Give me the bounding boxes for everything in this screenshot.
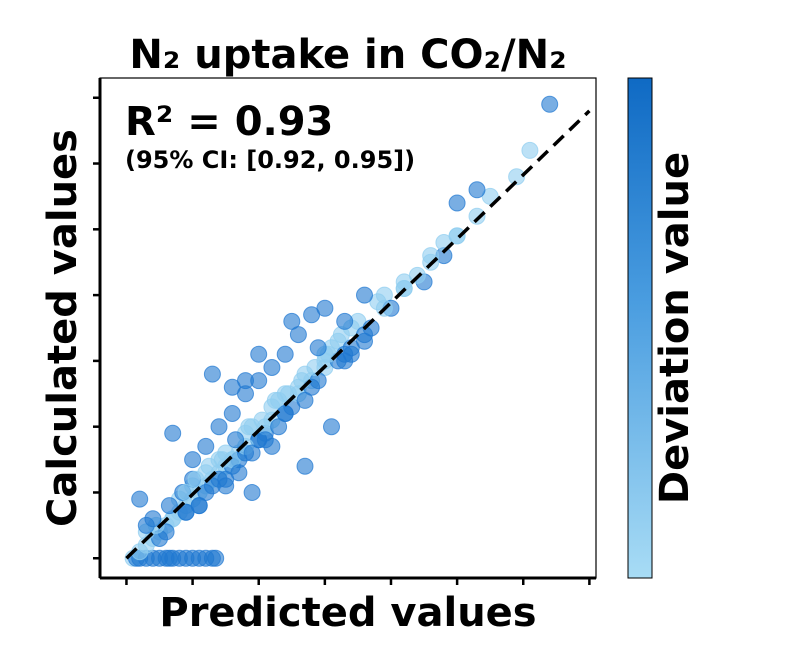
data-point <box>296 457 314 475</box>
data-point <box>448 227 466 245</box>
data-point <box>342 345 360 363</box>
x-axis-ticks <box>125 578 591 585</box>
data-point <box>237 372 254 390</box>
data-point <box>541 95 559 113</box>
data-point <box>203 365 221 383</box>
data-point <box>190 497 208 515</box>
data-point <box>160 497 178 515</box>
data-point <box>230 464 248 482</box>
colorbar <box>627 77 653 579</box>
data-point <box>250 345 268 363</box>
data-point <box>227 431 245 449</box>
colorbar-label: Deviation value <box>652 152 698 504</box>
data-point <box>323 418 340 436</box>
data-point <box>131 490 149 508</box>
y-axis-label: Calculated values <box>40 129 86 527</box>
data-point <box>356 286 373 304</box>
data-point <box>217 477 235 495</box>
data-point <box>223 405 241 422</box>
data-point <box>243 484 261 501</box>
data-point <box>356 332 373 350</box>
data-point <box>263 359 281 376</box>
data-point <box>283 312 301 330</box>
data-point <box>177 484 195 501</box>
data-point <box>521 141 539 159</box>
data-point <box>207 549 225 567</box>
data-point <box>144 510 162 528</box>
data-point <box>309 339 327 357</box>
data-point <box>508 168 526 186</box>
data-point <box>184 451 202 469</box>
data-point <box>468 181 486 199</box>
data-point <box>164 424 182 442</box>
data-point <box>270 418 288 436</box>
y-axis-ticks <box>93 96 100 560</box>
data-point <box>336 312 354 330</box>
data-point <box>316 299 334 317</box>
data-point <box>210 418 228 436</box>
r2-annotation: R² = 0.93 <box>125 99 333 145</box>
data-point <box>263 437 281 455</box>
x-axis-label: Predicted values <box>159 590 536 636</box>
data-point <box>187 470 205 488</box>
data-points <box>124 95 559 567</box>
data-point <box>243 444 261 462</box>
ci-annotation: (95% CI: [0.92, 0.95]) <box>125 146 415 174</box>
data-point <box>197 437 215 455</box>
data-point <box>448 194 466 212</box>
data-point <box>293 372 311 390</box>
data-point <box>296 391 314 409</box>
data-point <box>468 207 486 225</box>
reference-line <box>125 109 591 560</box>
chart-title: N₂ uptake in CO₂/N₂ <box>129 32 566 78</box>
data-point <box>276 345 294 363</box>
